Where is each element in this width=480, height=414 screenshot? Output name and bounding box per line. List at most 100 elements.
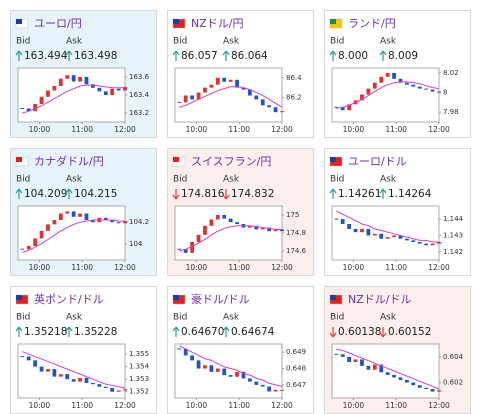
candle [334,106,339,108]
candle [254,225,259,230]
quote-card[interactable]: NZドル/円 Bid Ask 86.057 86.064 86.2 86.4 10:00 11:… [167,10,314,138]
candle [235,222,239,224]
candle [209,84,214,88]
ask-value: 174.832 [231,188,274,200]
flag [330,157,336,162]
candle [280,229,284,232]
x-tick-label: 10:00 [343,263,365,272]
candle [366,228,371,236]
x-tick-label: 12:00 [428,263,450,272]
candle [411,382,416,386]
candle [437,91,441,93]
candle [366,365,371,370]
trend-arrow [222,50,230,61]
y-tick-label: 163.2 [129,109,149,117]
candle [65,211,70,214]
trend-arrow [379,50,387,61]
quote-card[interactable]: スイスフラン/円 Bid Ask 174.816 174.832 174.6 174.8 17… [167,148,314,276]
x-tick-label: 12:00 [271,401,293,410]
trend-arrow [15,188,23,199]
y-tick-label: 0.604 [443,353,464,361]
candle [103,386,108,388]
candle [385,72,390,77]
candle [71,211,76,217]
flag [173,295,179,300]
y-tick-label: 1.355 [129,350,149,358]
candle [340,219,345,224]
flag [173,157,179,162]
candle [46,224,50,231]
pair-title: ユーロ/ドル [348,155,407,168]
ask-label: Ask [380,175,397,185]
candle [215,368,220,372]
candle [347,356,352,362]
quote-card[interactable]: ユーロ/円 Bid Ask 163.494 163.498 163.2 163.4 163.6… [10,10,157,138]
y-tick-label: 8 [443,89,447,97]
ask-value: 8.009 [388,50,418,62]
candle [209,219,214,226]
bid-label: Bid [173,175,187,185]
moving-average [22,351,126,389]
candle [103,91,108,95]
candle [84,213,89,221]
candle [203,365,207,369]
trend-arrow [329,188,337,199]
bid-value: 174.816 [181,188,225,200]
candle [379,233,384,239]
candle [273,229,278,232]
candle [248,89,252,96]
quote-card[interactable]: ユーロ/ドル Bid Ask 1.14261 1.14264 1.142 1.143 1.14… [324,148,471,276]
candle [372,82,377,89]
flag [173,19,179,24]
bid-value: 163.494 [24,50,68,62]
candle [123,221,127,224]
quote-card[interactable]: 英ポンド/ドル Bid Ask 1.35218 1.35228 1.352 1.353 1.3… [10,286,157,414]
candle [267,227,272,232]
quote-card[interactable]: NZドル/ドル Bid Ask 0.60138 0.60152 0.602 0.604 10:… [324,286,471,414]
candle [228,218,233,223]
quote-card[interactable]: カナダドル/円 Bid Ask 104.209 104.215 104 104.2 10:00… [10,148,157,276]
candle [405,82,409,85]
candle [39,96,44,104]
candle [235,371,239,377]
candle [196,92,201,100]
y-tick-label: 163.6 [129,73,150,81]
candle [392,72,396,79]
y-tick-label: 8.02 [443,69,459,77]
y-tick-label: 104.2 [129,218,149,226]
quote-card[interactable]: 豪ドル/ドル Bid Ask 0.64670 0.64674 0.647 0.648 0.64… [167,286,314,414]
y-tick-label: 174.8 [286,229,306,237]
candle [398,377,403,380]
pair-title: 豪ドル/ドル [191,292,250,306]
candle [97,384,102,387]
pair-title: スイスフラン/円 [191,155,271,168]
x-tick-label: 11:00 [71,125,93,134]
bid-value: 0.64670 [181,326,224,338]
candle [248,225,252,228]
candle [405,380,409,383]
quote-card[interactable]: ランド/円 Bid Ask 8.000 8.009 7.98 8 8.02 10:00 11:00… [324,10,471,138]
candle [437,242,441,244]
candle [222,215,227,219]
candle [260,99,265,106]
candle [46,369,50,372]
y-tick-label: 1.353 [129,375,149,383]
trend-arrow [379,327,387,338]
candle [123,86,127,91]
bid-label: Bid [173,37,187,47]
candle [398,78,403,83]
candle [398,235,403,239]
candle [20,248,25,250]
plot-bg [331,205,440,261]
candle [78,377,82,382]
trend-arrow [172,326,180,337]
candle [110,220,115,223]
candle [203,225,207,235]
candle [177,248,182,250]
ask-value: 0.60152 [388,326,431,338]
plot-bg [331,67,440,123]
candle [39,366,44,372]
candle [123,389,127,391]
candle [78,77,82,82]
candle [424,88,429,90]
